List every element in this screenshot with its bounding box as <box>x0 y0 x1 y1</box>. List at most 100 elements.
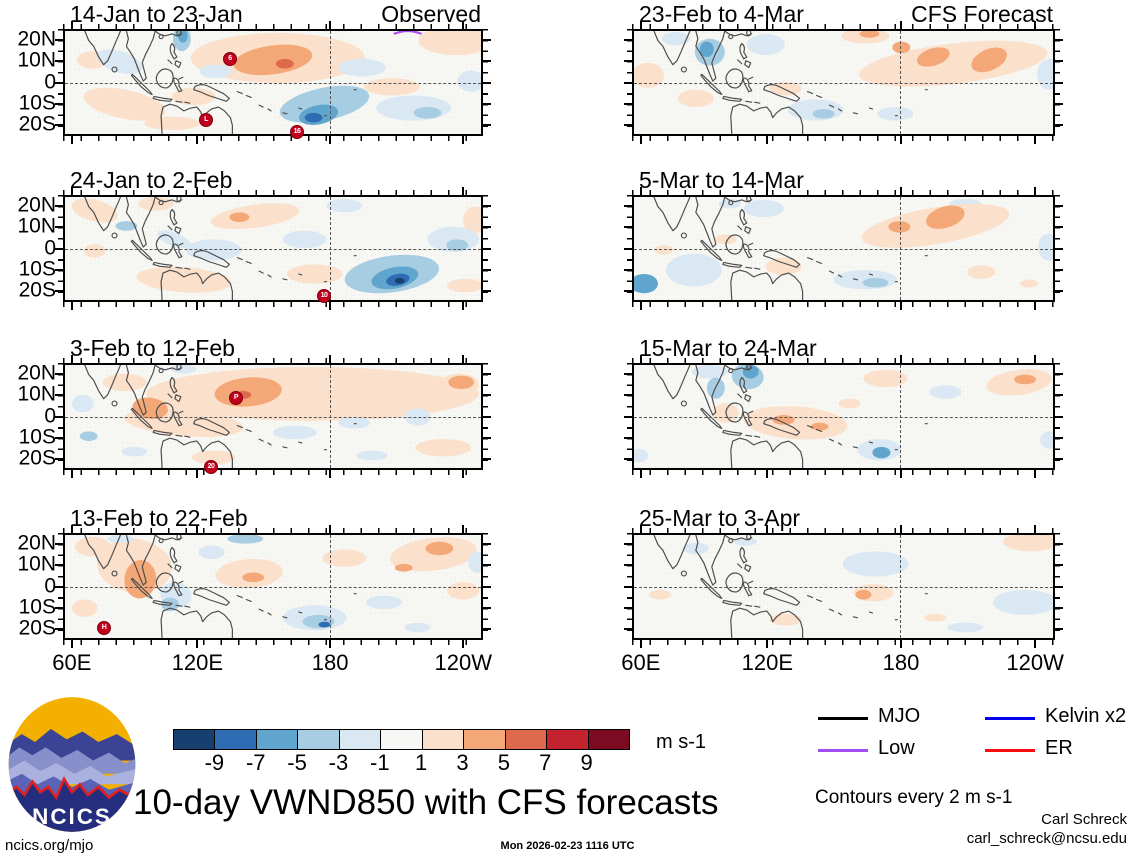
equator-line <box>65 82 481 84</box>
major-tick <box>624 564 632 567</box>
axis-tick-label: 180 <box>882 650 920 675</box>
colorbar-tick-label: -7 <box>245 750 266 775</box>
axis-tick-label: 60E <box>52 650 92 675</box>
major-tick <box>639 302 642 310</box>
colorbar <box>173 729 630 750</box>
major-tick <box>766 470 769 478</box>
axis-tick-label: 120W <box>1006 650 1064 675</box>
panel-source-label: CFS Forecast <box>911 1 1053 27</box>
major-tick <box>196 302 199 310</box>
major-tick <box>483 415 491 418</box>
colorbar-tick-label: 7 <box>539 750 552 775</box>
major-tick <box>766 640 769 648</box>
major-tick <box>1055 372 1063 375</box>
colorbar-tick-labels: -9 -7 -5 -3 -1 1 3 5 7 9 <box>173 750 628 776</box>
major-tick <box>1055 458 1063 461</box>
major-tick <box>196 355 199 363</box>
latitude-axis-labels: 20N 10N 0 10S 20S <box>10 193 56 302</box>
major-tick <box>1055 204 1063 207</box>
major-tick <box>483 394 491 397</box>
major-tick <box>1034 355 1037 363</box>
equator-line <box>65 586 481 588</box>
axis-tick-label: 180 <box>311 650 349 675</box>
dateline-line <box>329 31 331 134</box>
major-tick <box>900 640 903 648</box>
colorbar-tick-label: -1 <box>370 750 390 775</box>
tropical-cyclone-icon: P <box>229 391 243 405</box>
major-tick <box>1055 542 1063 545</box>
longitude-axis-labels: 60E 120E 180 120W <box>621 650 1064 680</box>
tick-marks-bottom <box>63 470 483 475</box>
axis-tick-label: 10N <box>17 48 56 72</box>
panel-period-label: 5-Mar to 14-Mar <box>639 167 804 193</box>
major-tick <box>1055 268 1063 271</box>
axis-tick-label: 20N <box>17 361 56 385</box>
major-tick <box>196 525 199 533</box>
major-tick <box>624 585 632 588</box>
major-tick <box>329 187 332 195</box>
major-tick <box>55 60 63 63</box>
colorbar-segment <box>339 730 382 749</box>
tropical-cyclone-icon: L <box>199 113 213 127</box>
map-area <box>63 29 483 136</box>
major-tick <box>329 21 332 29</box>
colorbar-segment <box>256 730 299 749</box>
major-tick <box>462 525 465 533</box>
major-tick <box>639 136 642 144</box>
major-tick <box>639 470 642 478</box>
major-tick <box>1055 102 1063 105</box>
major-tick <box>1034 187 1037 195</box>
colorbar-tick-label: -9 <box>204 750 225 775</box>
major-tick <box>462 470 465 478</box>
major-tick <box>55 204 63 207</box>
major-tick <box>766 21 769 29</box>
colorbar-segment <box>547 730 589 749</box>
map-area <box>632 533 1055 640</box>
tick-marks-bottom <box>63 302 483 307</box>
colorbar-tick-label: 5 <box>497 750 511 775</box>
colorbar-segment <box>588 730 629 749</box>
axis-tick-label: 10S <box>18 257 56 281</box>
map-panel-forecast-1: 23-Feb to 4-Mar CFS Forecast <box>624 1 1063 144</box>
major-tick <box>55 372 63 375</box>
axis-tick-label: 60E <box>621 650 661 675</box>
major-tick <box>462 355 465 363</box>
major-tick <box>483 436 491 439</box>
major-tick <box>55 226 63 229</box>
axis-tick-label: 10N <box>17 382 56 406</box>
dateline-line <box>900 197 902 300</box>
major-tick <box>196 187 199 195</box>
tick-marks-bottom <box>632 302 1055 307</box>
major-tick <box>1055 124 1063 127</box>
credit-name: Carl Schreck <box>1041 811 1127 828</box>
major-tick <box>624 60 632 63</box>
major-tick <box>70 187 73 195</box>
major-tick <box>639 355 642 363</box>
colorbar-segment <box>381 730 423 749</box>
major-tick <box>329 640 332 648</box>
anomaly-field-svg <box>71 535 481 638</box>
axis-tick-label: 0 <box>44 236 56 260</box>
major-tick <box>624 204 632 207</box>
major-tick <box>329 302 332 310</box>
major-tick <box>70 525 73 533</box>
anomaly-field-svg <box>634 365 1053 468</box>
major-tick <box>55 290 63 293</box>
colorbar-segment <box>505 730 548 749</box>
major-tick <box>1034 640 1037 648</box>
credit-email: carl_schreck@ncsu.edu <box>966 830 1127 847</box>
tick-marks-bottom <box>632 136 1055 141</box>
major-tick <box>624 290 632 293</box>
major-tick <box>483 268 491 271</box>
axis-tick-label: 120E <box>171 650 224 675</box>
equator-line <box>634 416 1053 418</box>
ncics-logo-text: NCICS <box>32 804 112 829</box>
tick-marks-bottom <box>632 640 1055 645</box>
axis-tick-label: 20N <box>17 193 56 217</box>
colorbar-segment <box>215 730 257 749</box>
major-tick <box>55 394 63 397</box>
tick-marks-bottom <box>632 470 1055 475</box>
major-tick <box>55 124 63 127</box>
major-tick <box>483 226 491 229</box>
map-panel-forecast-2: 5-Mar to 14-Mar <box>624 167 1063 310</box>
